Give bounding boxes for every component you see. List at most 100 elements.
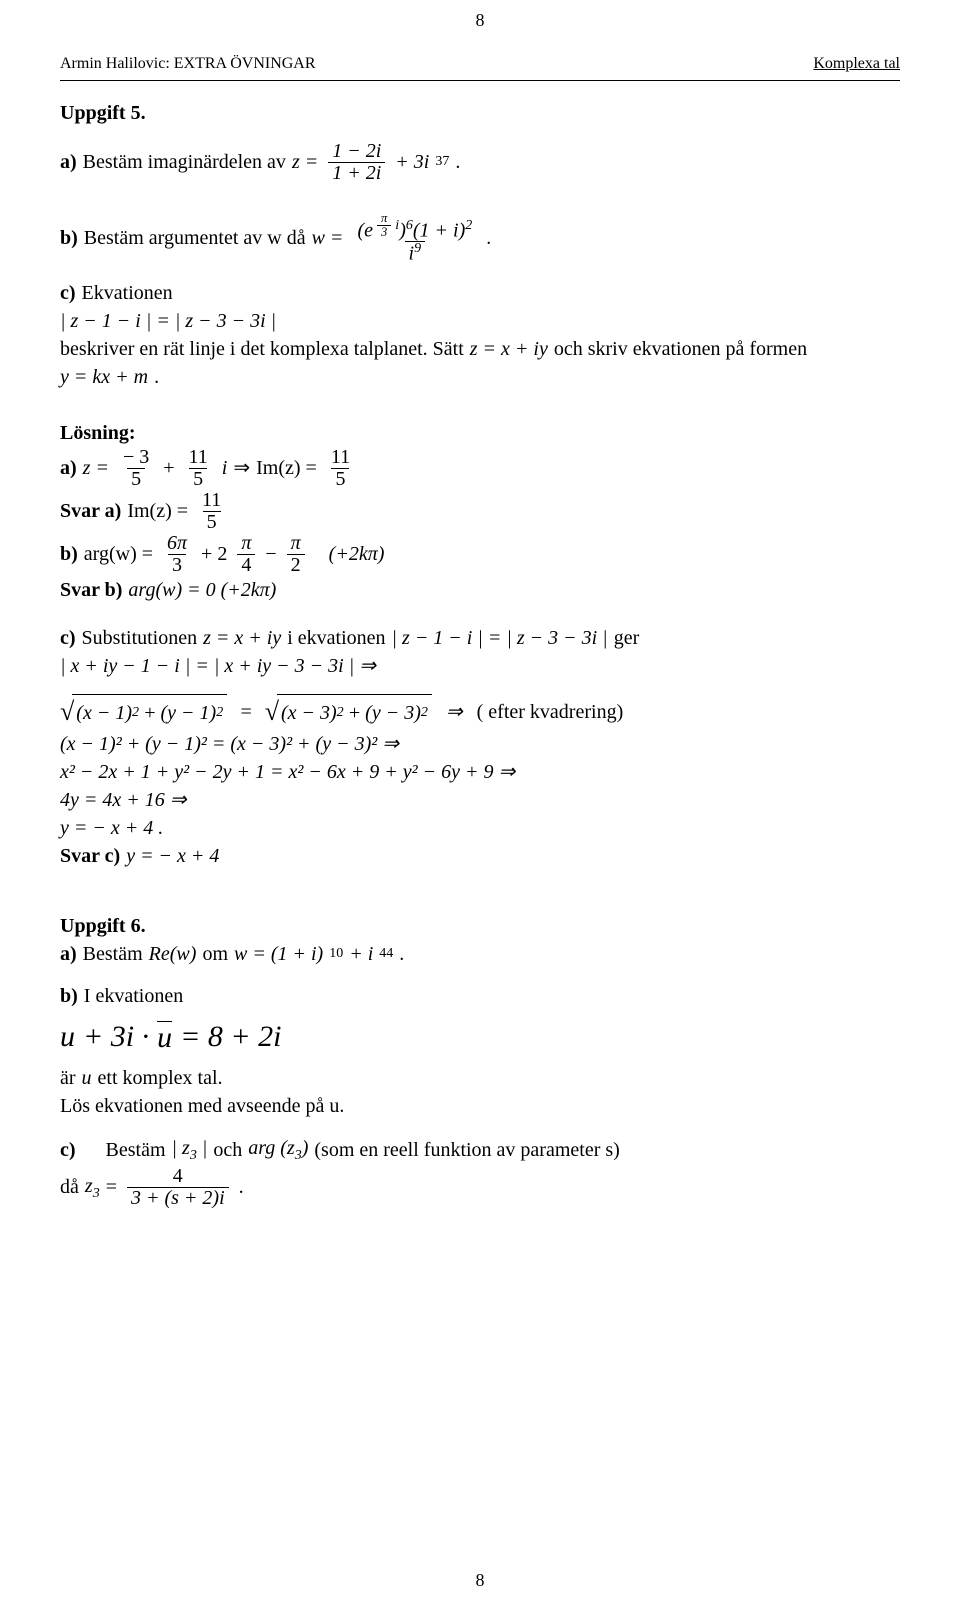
sol-b-plus: + 2 bbox=[201, 540, 227, 568]
u6-a-re: Re(w) bbox=[149, 940, 197, 968]
sol-b: b) arg(w) = 6π3 + 2 π4 − π2 (+2kπ) bbox=[60, 533, 900, 576]
sqlb: (y − 1) bbox=[160, 699, 216, 727]
u5-c-dot: . bbox=[154, 363, 159, 391]
u6-c-3b: 3 bbox=[295, 1148, 302, 1163]
u5-a-dot: . bbox=[455, 148, 460, 176]
page-number-bottom: 8 bbox=[0, 1568, 960, 1593]
u6-c-eq: = bbox=[106, 1173, 117, 1201]
u6-c-den: 3 + (s + 2)i bbox=[127, 1187, 229, 1209]
u6-c-text1: Bestäm bbox=[106, 1136, 166, 1164]
u6-a-om: om bbox=[202, 940, 228, 968]
sqrb: (y − 3) bbox=[365, 699, 421, 727]
sol-c-lead: c) bbox=[60, 624, 76, 652]
sol-b-minus: − bbox=[265, 540, 276, 568]
svar-b: Svar b) arg(w) = 0 (+2kπ) bbox=[60, 576, 900, 604]
u6-b-is-row: är u ett komplex tal. bbox=[60, 1064, 900, 1092]
sol-c-eq: | z − 1 − i | = | z − 3 − 3i | bbox=[392, 624, 608, 652]
u5-b-num: (eπ3i)6(1 + i)2 bbox=[353, 212, 476, 242]
sol-b-f1: 6π3 bbox=[163, 533, 191, 576]
sol-line-final: y = − x + 4 . bbox=[60, 814, 900, 842]
sol-b-pia: π bbox=[237, 533, 255, 554]
sol-a-imp: ⇒ bbox=[233, 454, 250, 482]
sol-a-plus: + bbox=[163, 454, 174, 482]
u6-b-lead: b) bbox=[60, 982, 78, 1010]
sol-b-3: 3 bbox=[168, 554, 186, 576]
u6-c-num: 4 bbox=[169, 1166, 187, 1187]
u5-a-frac-num: 1 − 2i bbox=[328, 141, 385, 162]
u5-a: a) Bestäm imaginärdelen av z = 1 − 2i 1 … bbox=[60, 141, 900, 184]
u6-c-arg: arg (z3) bbox=[248, 1134, 308, 1166]
sol-c-sub: z = x + iy bbox=[203, 624, 281, 652]
svar-c: Svar c) y = − x + 4 bbox=[60, 842, 900, 870]
u5-b-pow2: 2 bbox=[465, 218, 472, 233]
u6-c-dot: . bbox=[239, 1173, 244, 1201]
u5-c-text: Ekvationen bbox=[82, 279, 173, 307]
sqla: (x − 1) bbox=[76, 699, 132, 727]
page: 8 Armin Halilovic: EXTRA ÖVNINGAR Komple… bbox=[0, 0, 960, 1613]
u6-c-da-row: då z3 = 4 3 + (s + 2)i . bbox=[60, 1166, 900, 1209]
sol-b-pib: π bbox=[287, 533, 305, 554]
sol-a-z: z = bbox=[83, 454, 109, 482]
u5-b-lead: b) bbox=[60, 224, 78, 252]
header-right: Komplexa tal bbox=[813, 53, 900, 75]
sol-a-lead: a) bbox=[60, 454, 77, 482]
u6-b-rhs: = 8 + 2i bbox=[180, 1016, 281, 1058]
u5-b-1pi: (1 + i) bbox=[413, 219, 465, 241]
u6-c: c) Bestäm | z3 | och arg (z3) (som en re… bbox=[60, 1134, 900, 1166]
svar-b-lead: Svar b) bbox=[60, 576, 122, 604]
u6-a-eq: w = (1 + i) bbox=[234, 940, 323, 968]
uppgift5-title: Uppgift 5. bbox=[60, 99, 900, 127]
svar-a-11: 11 bbox=[198, 490, 225, 511]
u5-c-form-row: y = kx + m . bbox=[60, 363, 900, 391]
sol-b-k: (+2kπ) bbox=[329, 540, 385, 568]
sol-a-m3: − 3 bbox=[119, 447, 153, 468]
u5-c-desc2: och skriv ekvationen på formen bbox=[554, 335, 807, 363]
sol-c-text: Substitutionen bbox=[82, 624, 198, 652]
u6-c-frac: 4 3 + (s + 2)i bbox=[127, 1166, 229, 1209]
sqra: (x − 3) bbox=[281, 699, 337, 727]
sqra2: 2 bbox=[337, 703, 344, 723]
sol-b-f3: π2 bbox=[287, 533, 305, 576]
svar-a-5: 5 bbox=[203, 511, 221, 533]
sol-c: c) Substitutionen z = x + iy i ekvatione… bbox=[60, 624, 900, 652]
u6-c-arg-r: ) bbox=[302, 1137, 309, 1159]
sol-line-simpl: 4y = 4x + 16 ⇒ bbox=[60, 786, 900, 814]
sol-line-expand: x² − 2x + 1 + y² − 2y + 1 = x² − 6x + 9 … bbox=[60, 758, 900, 786]
sqimp: ⇒ bbox=[446, 698, 463, 726]
u5-b-epi-pi: π bbox=[377, 212, 391, 225]
header: Armin Halilovic: EXTRA ÖVNINGAR Komplexa… bbox=[60, 53, 900, 75]
sol-b-2: 2 bbox=[287, 554, 305, 576]
sol-line-sq: (x − 1)² + (y − 1)² = (x − 3)² + (y − 3)… bbox=[60, 730, 900, 758]
u5-b-text: Bestäm argumentet av w då bbox=[84, 224, 306, 252]
u5-a-text: Bestäm imaginärdelen av bbox=[83, 148, 286, 176]
u6-c-abs-l: | z bbox=[172, 1137, 190, 1159]
sol-a-5b: 5 bbox=[189, 468, 207, 490]
sol-b-lead: b) bbox=[60, 540, 78, 568]
header-left: Armin Halilovic: EXTRA ÖVNINGAR bbox=[60, 53, 316, 75]
sqeq: = bbox=[239, 698, 253, 726]
u6-b-uu: u bbox=[82, 1064, 92, 1092]
u6-a-10: 10 bbox=[329, 944, 343, 964]
sqrt-left: √ (x − 1)2 + (y − 1)2 bbox=[60, 694, 227, 730]
u6-b-ubar: u bbox=[157, 1021, 172, 1053]
svar-a-frac: 115 bbox=[198, 490, 225, 533]
sol-a: a) z = − 35 + 115 i ⇒ Im(z) = 115 bbox=[60, 447, 900, 490]
u5-a-frac-den: 1 + 2i bbox=[328, 162, 385, 184]
u6-a-plusi: + i bbox=[349, 940, 373, 968]
sol-a-11a: 11 bbox=[185, 447, 212, 468]
u5-c-lead: c) bbox=[60, 279, 76, 307]
sqlp: + bbox=[143, 699, 157, 727]
sol-a-f3: 115 bbox=[327, 447, 354, 490]
u5-b-e: (e bbox=[357, 219, 373, 241]
svar-a-lead: Svar a) bbox=[60, 497, 121, 525]
sol-c-sqrt-row: √ (x − 1)2 + (y − 1)2 = √ (x − 3)2 + (y … bbox=[60, 694, 900, 730]
u6-c-3c: 3 bbox=[93, 1186, 100, 1201]
svar-c-eq: y = − x + 4 bbox=[126, 842, 219, 870]
uppgift6-title: Uppgift 6. bbox=[60, 912, 900, 940]
u6-c-lead: c) bbox=[60, 1136, 76, 1164]
u5-c-form: y = kx + m bbox=[60, 363, 148, 391]
sol-a-5c: 5 bbox=[331, 468, 349, 490]
sqla2: 2 bbox=[132, 703, 139, 723]
u6-c-z: z bbox=[85, 1175, 93, 1197]
sqrt-right: √ (x − 3)2 + (y − 3)2 bbox=[265, 694, 432, 730]
